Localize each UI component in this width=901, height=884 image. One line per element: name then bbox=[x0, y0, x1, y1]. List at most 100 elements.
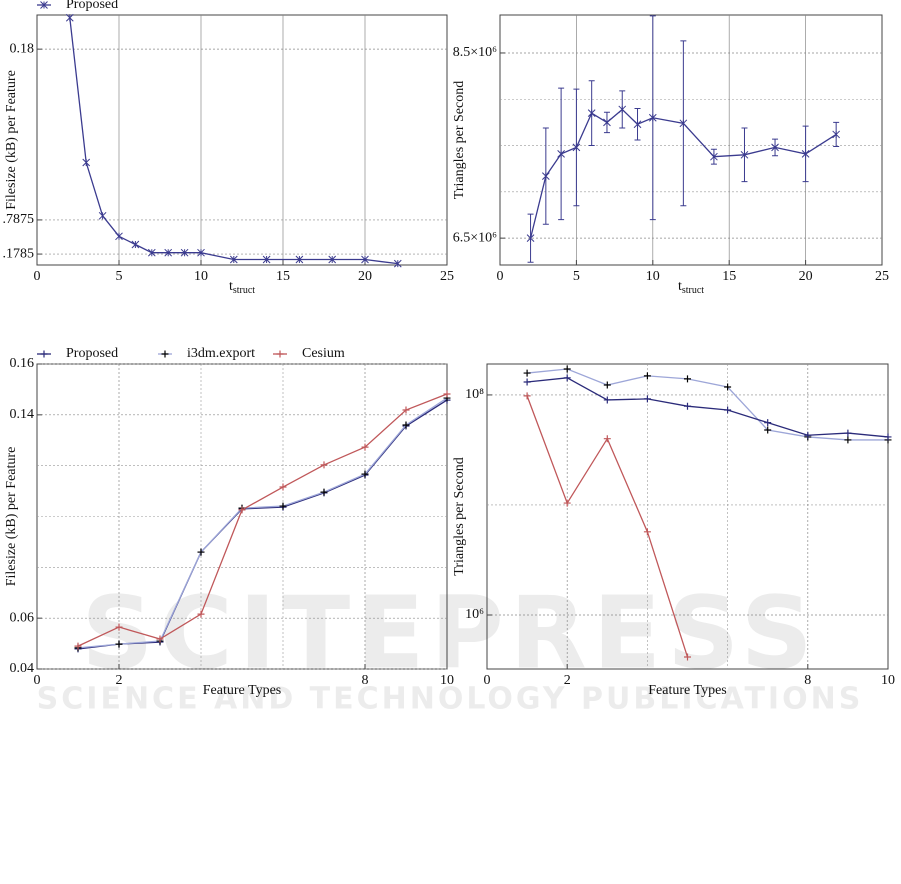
marker-stroke bbox=[443, 390, 451, 398]
x-axis-label: Feature Types bbox=[203, 683, 281, 698]
legend-label: Proposed bbox=[66, 0, 118, 12]
legend-label: i3dm.export bbox=[187, 346, 255, 361]
marker-stroke bbox=[320, 488, 328, 496]
marker bbox=[65, 13, 74, 22]
marker bbox=[238, 506, 246, 514]
marker bbox=[633, 120, 642, 129]
series-line bbox=[527, 377, 889, 438]
marker bbox=[443, 390, 451, 398]
y-tick-label: 0.18 bbox=[10, 41, 35, 56]
marker-stroke bbox=[643, 395, 651, 403]
marker bbox=[147, 248, 156, 257]
marker-stroke bbox=[279, 502, 287, 510]
marker bbox=[361, 470, 369, 478]
marker bbox=[115, 640, 123, 648]
x-tick-label: 10 bbox=[646, 269, 660, 284]
marker bbox=[523, 378, 531, 386]
y-axis-label: Filesize (kB) per Feature bbox=[4, 447, 19, 587]
marker bbox=[643, 395, 651, 403]
marker bbox=[402, 421, 410, 429]
y-axis-label: Triangles per Second bbox=[452, 81, 467, 199]
marker bbox=[710, 152, 718, 161]
x-tick-label: 5 bbox=[116, 269, 123, 284]
marker bbox=[643, 372, 651, 380]
x-tick-label: 0 bbox=[34, 269, 41, 284]
marker-stroke bbox=[147, 248, 156, 257]
y-tick-label: 0.14 bbox=[10, 407, 35, 422]
marker-stroke bbox=[197, 248, 205, 257]
y-axis-label: Triangles per Second bbox=[452, 457, 467, 575]
marker bbox=[361, 443, 369, 451]
marker bbox=[295, 255, 304, 264]
marker bbox=[229, 255, 238, 264]
x-tick-label: 15 bbox=[722, 269, 736, 284]
marker-stroke bbox=[361, 443, 369, 451]
marker bbox=[771, 143, 779, 152]
marker-stroke bbox=[648, 113, 657, 122]
marker bbox=[587, 109, 596, 118]
marker bbox=[764, 419, 772, 427]
marker bbox=[197, 248, 205, 257]
marker bbox=[563, 374, 571, 382]
x-axis-label: Feature Types bbox=[648, 683, 726, 698]
marker-stroke bbox=[832, 130, 841, 139]
marker bbox=[844, 429, 852, 437]
marker-stroke bbox=[238, 506, 246, 514]
x-tick-label: 0 bbox=[34, 673, 41, 688]
marker-stroke bbox=[115, 640, 123, 648]
marker-stroke bbox=[684, 402, 691, 410]
marker bbox=[724, 383, 732, 391]
marker-stroke bbox=[801, 150, 810, 158]
marker-stroke bbox=[587, 109, 596, 118]
marker bbox=[804, 431, 812, 439]
marker bbox=[603, 118, 611, 127]
marker bbox=[572, 143, 581, 152]
marker-stroke bbox=[633, 120, 642, 129]
marker bbox=[832, 130, 841, 139]
marker-stroke bbox=[320, 461, 328, 469]
marker-stroke bbox=[156, 635, 164, 643]
marker bbox=[740, 150, 749, 159]
marker-stroke bbox=[804, 431, 812, 439]
marker-stroke bbox=[262, 255, 271, 264]
marker bbox=[161, 350, 169, 358]
x-tick-label: 2 bbox=[564, 673, 571, 688]
x-tick-label: 25 bbox=[440, 269, 454, 284]
marker bbox=[402, 406, 410, 414]
marker-stroke bbox=[402, 406, 410, 414]
marker-stroke bbox=[115, 232, 123, 241]
marker-stroke bbox=[276, 350, 284, 358]
x-tick-label: 8 bbox=[362, 673, 369, 688]
marker-stroke bbox=[724, 383, 732, 391]
marker bbox=[320, 488, 328, 496]
marker bbox=[361, 255, 369, 264]
x-tick-label: 10 bbox=[881, 673, 895, 688]
marker-stroke bbox=[771, 143, 779, 152]
y-tick-label: 0.04 bbox=[10, 661, 35, 676]
x-tick-label: 25 bbox=[875, 269, 889, 284]
marker-stroke bbox=[844, 436, 852, 444]
x-tick-label: 2 bbox=[116, 673, 123, 688]
marker bbox=[618, 105, 627, 114]
marker bbox=[643, 528, 651, 536]
marker-stroke bbox=[572, 143, 581, 152]
marker-stroke bbox=[710, 152, 718, 161]
x-tick-label: 10 bbox=[194, 269, 208, 284]
x-tick-label: 0 bbox=[497, 269, 504, 284]
x-tick-label: 0 bbox=[484, 673, 491, 688]
marker bbox=[197, 610, 205, 618]
marker bbox=[648, 113, 657, 122]
marker bbox=[563, 499, 571, 507]
marker bbox=[557, 150, 565, 158]
y-tick-label: 0.16 bbox=[10, 356, 35, 371]
marker bbox=[156, 635, 164, 643]
marker bbox=[328, 255, 337, 264]
plot-area bbox=[499, 14, 883, 266]
marker bbox=[526, 234, 535, 243]
y-tick-label: 8.5×10⁶ bbox=[453, 45, 497, 60]
marker-stroke bbox=[115, 623, 123, 631]
x-axis-label-main: t bbox=[678, 279, 682, 294]
x-axis-label-main: Feature Types bbox=[203, 683, 281, 698]
x-axis-label-main: t bbox=[229, 279, 233, 294]
marker-stroke bbox=[563, 499, 571, 507]
